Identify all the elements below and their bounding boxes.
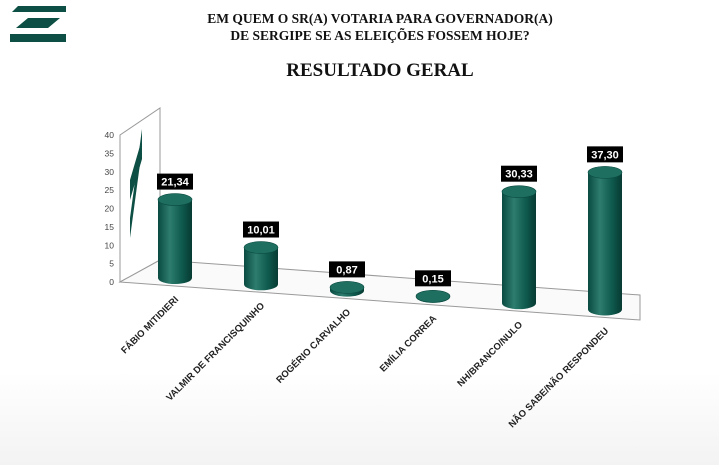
chart-title-line-1: EM QUEM O SR(A) VOTARIA PARA GOVERNADOR(… xyxy=(207,11,553,26)
logo xyxy=(10,6,66,42)
value-label-bg xyxy=(329,261,365,278)
value-label-text: 30,33 xyxy=(505,169,533,181)
value-label-bg xyxy=(157,173,193,190)
logo-stripes-icon xyxy=(10,6,66,42)
value-label-bg xyxy=(243,221,279,238)
value-label: 37,30 xyxy=(587,146,623,163)
value-label: 21,34 xyxy=(157,173,193,190)
bar-top xyxy=(587,166,623,179)
value-label-text: 0,15 xyxy=(422,273,443,285)
y-tick-label: 0 xyxy=(109,277,114,287)
value-label: 10,01 xyxy=(243,221,279,238)
category-label: NH/BRANCO/NULO xyxy=(455,320,525,390)
bar xyxy=(329,281,365,297)
bar xyxy=(415,290,451,303)
y-tick-label: 25 xyxy=(105,185,115,195)
chart-axes xyxy=(118,107,641,321)
value-labels: 21,34 10,01 0,87 0,15 30,33 37,30 xyxy=(157,146,623,287)
bar-top xyxy=(157,193,193,206)
category-label: NÃO SABE/NÃO RESPONDEU xyxy=(507,326,612,431)
y-tick-label: 20 xyxy=(105,204,115,214)
wall-stripe xyxy=(130,129,142,238)
y-tick-label: 40 xyxy=(105,130,115,140)
value-label-text: 21,34 xyxy=(161,177,189,189)
chart-title-line-2: DE SERGIPE SE AS ELEIÇÕES FOSSEM HOJE? xyxy=(230,28,530,43)
value-label-bg xyxy=(501,165,537,182)
value-label-bg xyxy=(415,270,451,287)
value-label-text: 37,30 xyxy=(591,149,619,161)
bar xyxy=(587,166,623,316)
category-label: ROGÉRIO CARVALHO xyxy=(274,307,353,386)
bar-body xyxy=(158,199,192,285)
bar xyxy=(243,241,279,291)
bar xyxy=(501,185,537,310)
bar-body xyxy=(588,172,622,316)
y-axis-ticks: 0 5 10 15 20 25 30 35 40 xyxy=(105,130,115,287)
y-tick-label: 10 xyxy=(105,240,115,250)
value-label: 30,33 xyxy=(501,165,537,182)
bar-top xyxy=(329,281,365,294)
floor xyxy=(118,259,641,321)
bar-top xyxy=(415,290,451,303)
category-label: VALMIR DE FRANCISQUINHO xyxy=(164,301,267,404)
side-wall xyxy=(119,107,161,283)
y-tick-label: 15 xyxy=(105,222,115,232)
bar-series xyxy=(157,166,623,316)
category-label: EMÍLIA CORREA xyxy=(378,313,439,374)
bar-body xyxy=(502,191,536,310)
value-label: 0,15 xyxy=(415,270,451,287)
value-label-bg xyxy=(587,146,623,163)
y-tick-label: 35 xyxy=(105,148,115,158)
value-label-text: 0,87 xyxy=(336,264,357,276)
value-label-text: 10,01 xyxy=(247,225,275,237)
bar-body xyxy=(244,247,278,291)
value-label: 0,87 xyxy=(329,261,365,278)
category-label: FÁBIO MITIDIERI xyxy=(119,294,181,356)
bar-top xyxy=(243,241,279,254)
y-tick-label: 5 xyxy=(109,259,114,269)
bar xyxy=(157,193,193,285)
y-tick-label: 30 xyxy=(105,167,115,177)
chart-subtitle: RESULTADO GERAL xyxy=(286,60,474,81)
chart-title: EM QUEM O SR(A) VOTARIA PARA GOVERNADOR(… xyxy=(120,10,640,44)
bar-top xyxy=(501,185,537,198)
